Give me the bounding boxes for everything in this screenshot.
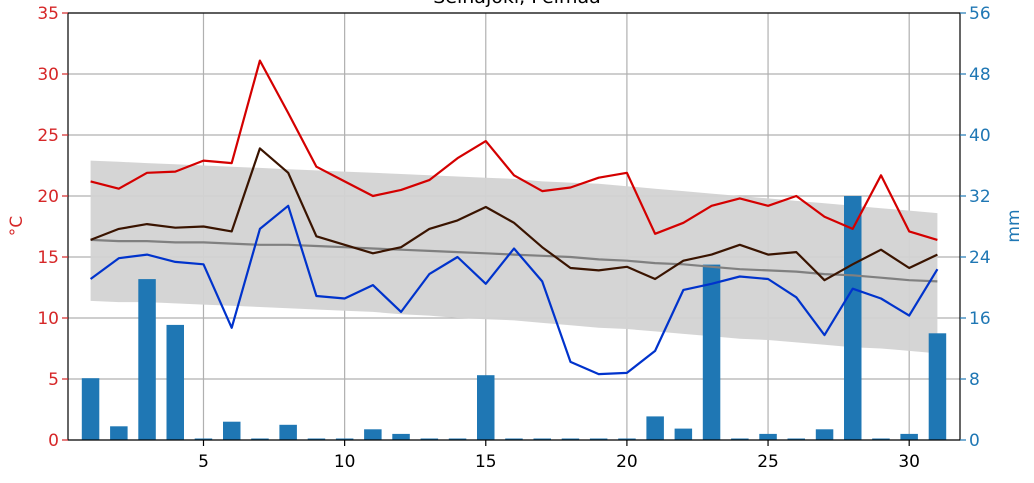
- climate-mean-line: [90, 238, 938, 283]
- temperature-lines: [89, 59, 939, 376]
- precip-bar: [505, 438, 523, 440]
- left-tick-label: 10: [37, 309, 59, 329]
- precip-bar: [815, 429, 834, 440]
- chart-title: Seinäjoki, Pelmaa: [433, 0, 601, 8]
- left-tick-label: 5: [48, 370, 59, 390]
- left-tick-label: 15: [37, 248, 59, 268]
- precip-bar: [561, 438, 580, 440]
- precip-bar: [900, 433, 918, 440]
- x-tick-label: 5: [198, 452, 209, 472]
- precip-bar: [674, 428, 693, 440]
- right-tick-label: 0: [969, 431, 980, 451]
- left-tick-label: 25: [37, 126, 59, 146]
- x-tick-label: 30: [898, 452, 920, 472]
- axes: 5 10 15 20 25 30 0 5 10 15 20 25 30 35 0 8 16 24 32 40 48 56: [37, 4, 990, 472]
- x-tick-label: 10: [334, 452, 356, 472]
- precip-bar: [335, 438, 354, 440]
- precip-bar: [251, 438, 269, 440]
- right-tick-label: 24: [969, 248, 991, 268]
- left-tick-label: 35: [37, 4, 59, 24]
- right-tick-label: 40: [969, 126, 991, 146]
- climate-band: [90, 160, 938, 354]
- precip-bar: [589, 438, 608, 440]
- precip-bar: [194, 438, 213, 440]
- precip-bar: [223, 421, 241, 440]
- precip-bar: [81, 378, 100, 440]
- right-tick-label: 8: [969, 370, 980, 390]
- right-tick-label: 16: [969, 309, 991, 329]
- precip-bar: [787, 438, 805, 440]
- precip-bar: [138, 279, 156, 440]
- precip-bar: [872, 438, 890, 440]
- tmin-line: [89, 204, 939, 376]
- precip-bar: [279, 424, 297, 441]
- left-axis-label: °C: [7, 216, 27, 236]
- precip-bar: [759, 433, 777, 440]
- precip-bar: [110, 426, 128, 440]
- left-tick-label: 20: [37, 187, 59, 207]
- right-tick-label: 32: [969, 187, 991, 207]
- right-axis-label: mm: [1004, 209, 1024, 242]
- climate-range-band: [90, 160, 938, 354]
- precip-bar: [533, 438, 551, 440]
- plot-frame: [67, 12, 961, 441]
- precip-bar: [477, 375, 495, 440]
- x-tick-label: 15: [475, 452, 497, 472]
- precip-bar: [731, 438, 749, 440]
- x-tick-label: 20: [616, 452, 638, 472]
- right-tick-label: 48: [969, 65, 991, 85]
- precip-bar: [448, 438, 467, 440]
- right-tick-label: 56: [969, 4, 991, 24]
- precip-bar: [166, 324, 184, 440]
- precip-bar: [392, 433, 410, 440]
- precipitation-bars: [81, 196, 947, 441]
- precip-bar: [307, 438, 326, 440]
- tmax-line: [90, 59, 938, 241]
- precip-bar: [618, 438, 636, 440]
- precip-bar: [646, 416, 664, 440]
- x-tick-label: 25: [757, 452, 779, 472]
- left-tick-label: 30: [37, 65, 59, 85]
- precip-bar: [928, 333, 947, 441]
- precip-bar: [702, 264, 721, 440]
- precip-bar: [844, 196, 862, 440]
- left-tick-label: 0: [48, 431, 59, 451]
- precip-bar: [364, 429, 382, 440]
- tmean-line: [90, 147, 938, 282]
- precip-bar: [420, 438, 439, 440]
